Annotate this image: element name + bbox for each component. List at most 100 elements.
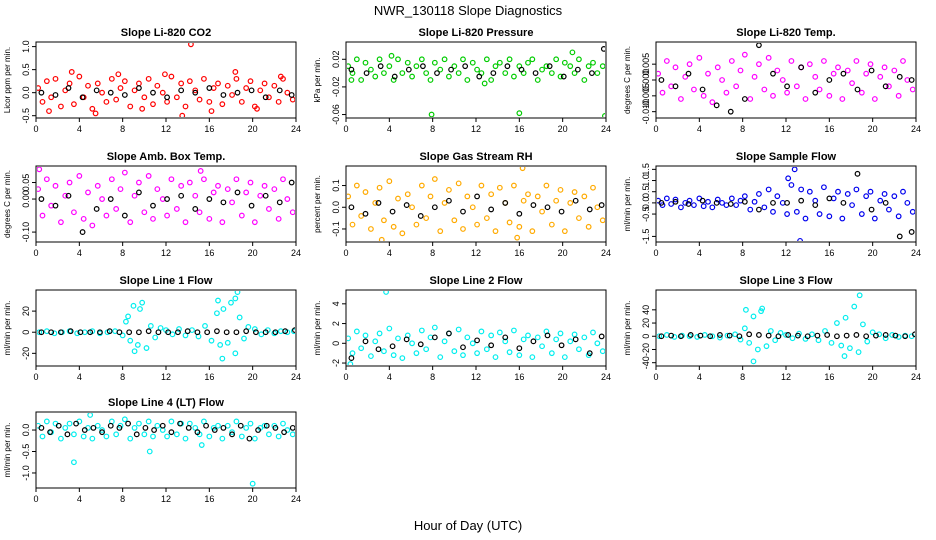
data-point <box>89 435 96 442</box>
data-point <box>530 202 537 208</box>
data-point <box>232 295 239 302</box>
y-tick-label: -0.5 <box>21 444 31 460</box>
data-point <box>173 206 180 212</box>
data-point <box>481 80 488 87</box>
y-tick-label: -20 <box>641 343 651 356</box>
data-point <box>229 429 235 436</box>
data-point <box>569 49 576 56</box>
data-point <box>843 332 850 339</box>
data-point <box>548 70 555 76</box>
data-point <box>840 70 847 77</box>
data-point <box>377 63 384 70</box>
data-point <box>483 56 490 63</box>
data-point <box>663 58 670 64</box>
data-point <box>253 329 259 336</box>
y-tick-label: 0.5 <box>21 63 31 76</box>
data-point <box>775 333 782 340</box>
data-point <box>81 427 88 433</box>
y-tick-label: 0.1 <box>331 179 341 192</box>
data-point <box>37 329 43 336</box>
y-tick-label: 0.05 <box>21 174 31 192</box>
data-point <box>182 435 189 442</box>
y-tick-label: -1.0 <box>21 465 31 481</box>
data-point <box>476 73 483 80</box>
data-point <box>863 193 870 200</box>
data-point <box>206 433 213 440</box>
data-point <box>525 191 531 198</box>
data-point <box>896 73 903 80</box>
x-tick-label: 8 <box>430 248 435 258</box>
data-point <box>395 195 401 202</box>
data-point <box>262 192 269 199</box>
data-point <box>154 186 161 193</box>
data-point <box>529 56 536 63</box>
y-tick-label: -0.1 <box>331 221 341 237</box>
data-point <box>853 332 860 338</box>
data-points <box>657 43 915 115</box>
data-point <box>511 182 517 189</box>
data-point <box>705 70 711 77</box>
data-point <box>194 329 201 336</box>
data-point <box>127 219 134 226</box>
data-point <box>658 199 665 206</box>
data-point <box>388 52 395 59</box>
data-point <box>691 86 697 93</box>
data-point <box>602 113 605 117</box>
scatter-panel: Slope Line 1 Flow 0 4 8 12 16 20 24 -20 0 20 ml/min… <box>3 275 301 382</box>
data-point <box>203 422 209 429</box>
data-point <box>858 89 865 96</box>
data-point <box>423 215 430 222</box>
data-point <box>576 56 582 63</box>
data-point <box>145 328 152 335</box>
y-tick-label: 20 <box>21 306 31 316</box>
data-point <box>709 204 716 211</box>
x-tick-label: 20 <box>558 372 568 382</box>
data-point <box>154 82 161 89</box>
data-point <box>520 197 527 204</box>
data-point <box>464 334 471 341</box>
data-point <box>553 56 560 63</box>
data-point <box>211 427 218 433</box>
data-point <box>797 237 803 241</box>
data-point <box>431 324 438 331</box>
data-point <box>196 209 203 216</box>
data-point <box>750 313 757 320</box>
data-point <box>455 70 462 76</box>
data-point <box>214 310 220 317</box>
y-axis-label: kPa per min. <box>313 58 322 103</box>
data-point <box>197 168 204 174</box>
x-tick-label: 0 <box>33 372 38 382</box>
x-tick-label: 16 <box>514 124 524 134</box>
data-point <box>58 435 64 442</box>
data-point <box>446 186 452 193</box>
data-point <box>409 73 415 80</box>
x-tick-label: 0 <box>33 248 38 258</box>
data-point <box>678 333 684 340</box>
data-point <box>106 328 113 335</box>
data-point <box>46 108 52 114</box>
data-point <box>891 67 898 74</box>
data-point <box>557 73 564 80</box>
data-point <box>409 340 415 347</box>
data-point <box>243 85 250 91</box>
data-point <box>599 348 605 355</box>
data-point <box>386 63 393 70</box>
data-point <box>490 70 497 76</box>
data-point <box>824 332 831 338</box>
x-tick-label: 16 <box>204 494 214 504</box>
data-point <box>448 66 454 73</box>
data-point <box>877 197 884 204</box>
data-point <box>830 70 837 77</box>
data-point <box>395 335 401 342</box>
data-point <box>567 63 574 70</box>
data-point <box>896 233 903 240</box>
data-point <box>347 361 354 365</box>
y-tick-label: -0.5 <box>21 108 31 124</box>
data-point <box>854 86 861 93</box>
x-tick-label: 12 <box>161 124 171 134</box>
data-point <box>348 204 355 211</box>
panel-title: Slope Gas Stream RH <box>419 151 532 163</box>
data-point <box>58 329 64 336</box>
panel-title: Slope Li-820 Pressure <box>419 27 534 39</box>
data-point <box>815 337 822 344</box>
